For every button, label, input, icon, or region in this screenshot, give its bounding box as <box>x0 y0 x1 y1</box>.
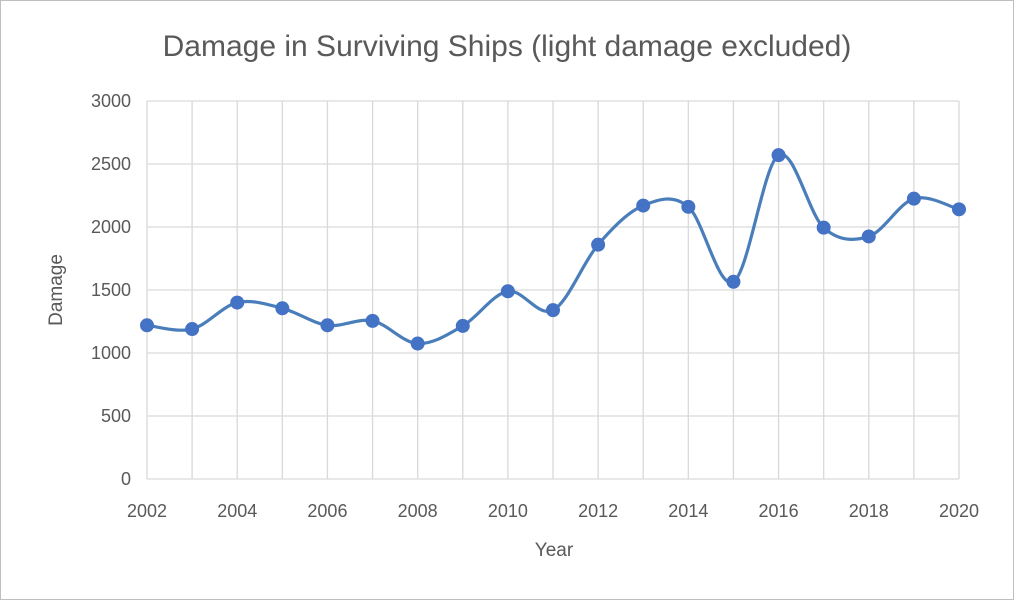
data-point <box>546 303 560 318</box>
data-point <box>726 274 741 289</box>
x-tick-label: 2016 <box>759 501 799 521</box>
x-tick-label: 2012 <box>578 501 618 521</box>
y-tick-label: 2000 <box>91 217 131 237</box>
chart-title: Damage in Surviving Ships (light damage … <box>163 30 852 63</box>
data-point <box>636 198 651 213</box>
data-point <box>591 237 606 252</box>
data-point <box>320 318 335 333</box>
data-point <box>365 313 380 328</box>
data-point <box>952 202 966 217</box>
y-tick-label: 2500 <box>91 154 131 174</box>
data-point <box>455 318 470 333</box>
x-tick-label: 2004 <box>217 501 257 521</box>
data-point <box>681 199 696 214</box>
x-tick-label: 2008 <box>398 501 438 521</box>
data-point <box>410 336 425 351</box>
data-points <box>140 148 966 351</box>
x-axis-ticks: 2002 2004 2006 2008 2010 2012 2014 2016 2018 2020 <box>127 501 979 521</box>
data-point <box>771 148 786 163</box>
x-tick-label: 2006 <box>307 501 347 521</box>
y-tick-label: 1500 <box>91 280 131 300</box>
x-tick-label: 2002 <box>127 501 167 521</box>
x-tick-label: 2014 <box>668 501 708 521</box>
y-tick-label: 500 <box>101 406 131 426</box>
data-point <box>906 191 921 206</box>
y-tick-label: 3000 <box>91 91 131 111</box>
gridlines <box>146 100 960 480</box>
x-tick-label: 2020 <box>939 501 979 521</box>
data-point <box>185 322 200 337</box>
y-axis-title: Damage <box>46 254 67 326</box>
data-point <box>816 220 831 235</box>
data-point <box>275 301 290 316</box>
series-line <box>145 152 961 346</box>
y-tick-label: 1000 <box>91 343 131 363</box>
y-tick-label: 0 <box>121 469 131 489</box>
data-point <box>230 295 245 310</box>
data-point <box>140 318 154 333</box>
data-point <box>861 229 876 244</box>
data-point <box>500 284 515 299</box>
y-axis-ticks: 0 500 1000 1500 2000 2500 3000 <box>91 91 131 489</box>
x-tick-label: 2010 <box>488 501 528 521</box>
x-axis-title: Year <box>535 540 574 561</box>
x-tick-label: 2018 <box>849 501 889 521</box>
